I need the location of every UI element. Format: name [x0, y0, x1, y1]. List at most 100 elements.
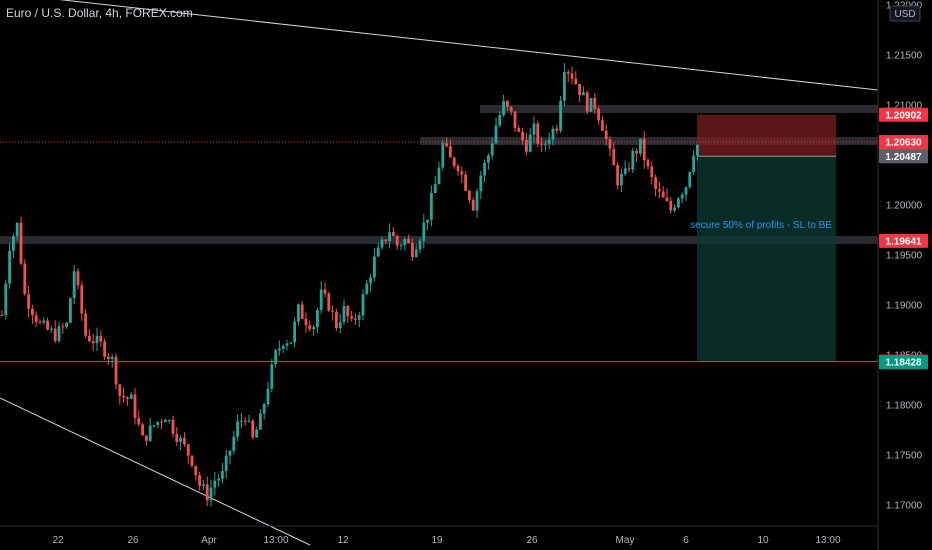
candle — [179, 437, 182, 442]
sr-zone — [420, 137, 878, 145]
candle — [483, 162, 486, 176]
candle — [437, 167, 441, 185]
price-tag[interactable] — [879, 233, 928, 248]
price-tick-label: 1.19500 — [886, 251, 923, 262]
candle — [122, 395, 125, 398]
candle — [4, 283, 8, 316]
candle — [494, 125, 498, 144]
candle — [350, 316, 353, 319]
candle — [164, 420, 167, 423]
candle — [274, 350, 277, 365]
candle — [654, 177, 657, 190]
candle — [673, 207, 676, 211]
candle — [487, 155, 490, 163]
candle — [376, 247, 380, 257]
candle — [27, 294, 30, 309]
candle — [319, 289, 323, 311]
candle — [304, 318, 308, 326]
candle — [19, 222, 23, 264]
time-tick-label: 22 — [52, 535, 64, 546]
candle — [513, 111, 517, 129]
candle — [251, 420, 255, 438]
candle — [475, 191, 479, 211]
candle — [623, 168, 627, 174]
candle — [53, 328, 57, 341]
candle — [167, 419, 171, 421]
candle — [357, 315, 361, 320]
price-tick-label: 1.18000 — [886, 401, 923, 412]
candle — [114, 356, 118, 385]
time-tick-label: 26 — [127, 535, 139, 546]
candle — [186, 444, 190, 456]
price-tag[interactable] — [879, 355, 928, 370]
candle — [369, 277, 372, 284]
candle — [23, 263, 27, 295]
candle — [72, 271, 76, 299]
candle — [373, 256, 376, 278]
sr-zone — [0, 236, 878, 244]
candle — [471, 199, 475, 211]
price-tick-label: 1.20000 — [886, 201, 923, 212]
candle — [236, 421, 239, 437]
time-tick-label: 10 — [757, 535, 769, 546]
lower-trendline[interactable] — [0, 397, 311, 546]
candle — [228, 450, 232, 456]
candle — [198, 475, 201, 486]
candle — [289, 342, 293, 344]
candle — [160, 421, 163, 423]
take-profit-zone[interactable] — [697, 156, 836, 362]
candle — [175, 433, 179, 442]
candle — [327, 293, 331, 311]
time-tick-label: 13:00 — [263, 535, 288, 546]
price-tag[interactable] — [879, 107, 928, 122]
candle — [266, 388, 270, 405]
candle — [426, 219, 429, 223]
time-tick-label: 26 — [526, 535, 538, 546]
candle — [259, 413, 262, 430]
current-price-label: 1.20630 — [885, 138, 922, 149]
candle — [342, 305, 346, 323]
candle — [658, 189, 661, 192]
candle — [156, 421, 160, 426]
price-tick-label: 1.21500 — [886, 51, 923, 62]
candle — [133, 394, 137, 419]
candle — [665, 197, 669, 201]
candle — [498, 115, 502, 126]
time-tick-label: 6 — [683, 535, 689, 546]
candle — [449, 146, 452, 158]
candle — [570, 73, 574, 79]
candle — [262, 404, 266, 414]
candle — [42, 320, 46, 323]
price-tick-label: 1.17000 — [886, 501, 923, 512]
candle — [639, 138, 642, 154]
candle — [243, 420, 247, 422]
price-tag[interactable] — [879, 149, 928, 164]
candle — [335, 311, 338, 329]
candle — [547, 139, 551, 144]
candle — [205, 484, 209, 501]
candle — [677, 198, 680, 208]
candle — [460, 171, 464, 175]
candle — [528, 134, 532, 152]
candle — [616, 165, 619, 186]
candle — [597, 108, 600, 121]
candle — [490, 143, 494, 156]
candle — [479, 175, 483, 192]
candle — [452, 157, 456, 167]
candle — [384, 239, 388, 242]
candle — [194, 465, 198, 476]
time-tick-label: 12 — [337, 535, 349, 546]
candle — [563, 71, 566, 101]
candle — [346, 305, 350, 317]
candle — [502, 101, 505, 116]
candle — [517, 128, 521, 132]
candle — [65, 322, 68, 327]
candle — [8, 250, 11, 284]
candle — [441, 143, 445, 168]
stop-loss-zone[interactable] — [697, 114, 836, 157]
currency-badge[interactable] — [889, 5, 921, 22]
upper-trendline[interactable] — [0, 0, 879, 91]
candle — [566, 71, 570, 74]
candle — [468, 190, 471, 200]
